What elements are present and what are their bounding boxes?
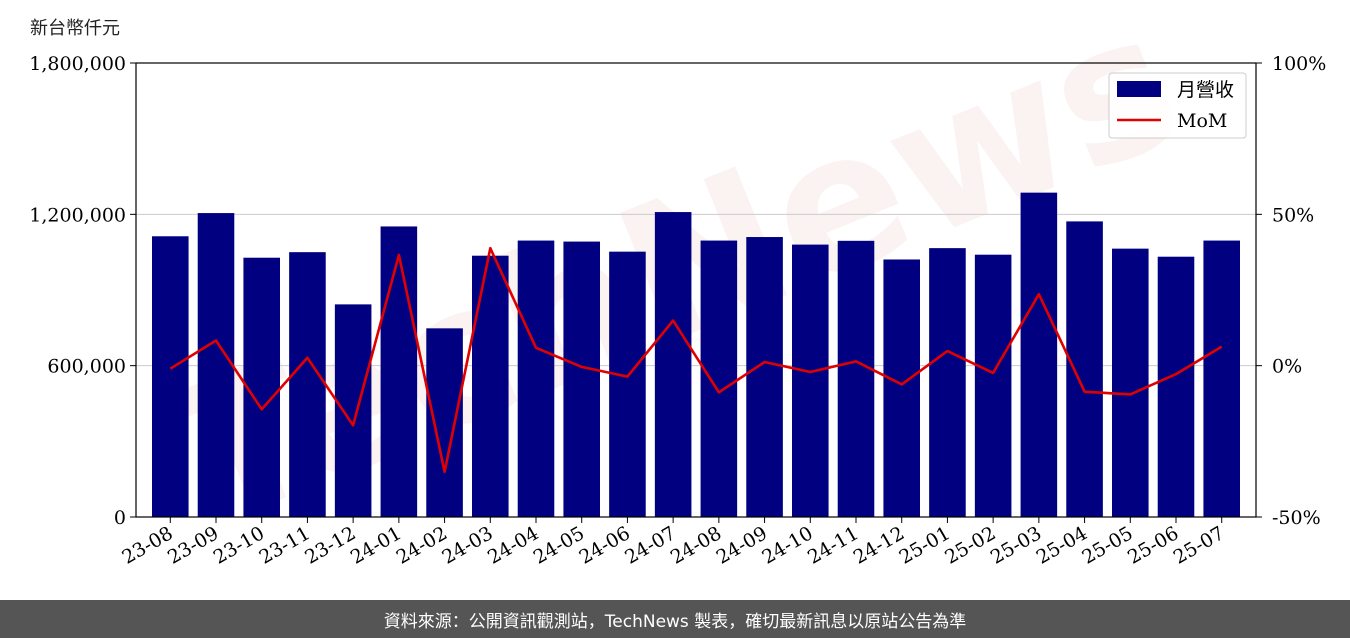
x-tick-label-23-08: 23-08	[118, 522, 176, 568]
bar-24-09	[746, 237, 783, 518]
x-tick-label-25-01: 25-01	[895, 522, 953, 568]
left-tick-label: 1,200,000	[29, 204, 126, 226]
x-tick-label-24-07: 24-07	[621, 522, 679, 568]
bar-24-02	[426, 328, 463, 517]
bar-23-09	[197, 213, 235, 518]
revenue-chart: TechNews 0600,0001,200,0001,800,000-50%0…	[29, 0, 1326, 570]
bar-24-12	[883, 259, 920, 517]
bar-25-06	[1157, 256, 1195, 517]
bar-24-05	[563, 241, 600, 517]
mom-line	[169, 246, 1223, 474]
mom-line-series	[169, 246, 1223, 474]
bar-24-04	[517, 240, 555, 517]
legend-swatch-bar	[1117, 81, 1161, 97]
x-tick-label-24-08: 24-08	[667, 522, 725, 568]
x-tick-label-25-06: 25-06	[1124, 522, 1182, 568]
x-tick-label-25-03: 25-03	[987, 522, 1045, 568]
x-tick-label-24-10: 24-10	[758, 522, 816, 568]
right-tick-label: 50%	[1272, 204, 1314, 226]
left-tick-label: 0	[114, 507, 126, 529]
legend: 月營收 MoM	[1108, 72, 1247, 139]
bar-series	[152, 192, 1240, 518]
left-tick-label: 1,800,000	[29, 53, 126, 75]
x-tick-label-24-12: 24-12	[850, 522, 908, 568]
x-tick-label-23-09: 23-09	[164, 522, 222, 568]
bar-24-01	[380, 226, 418, 517]
right-tick-label: -50%	[1272, 507, 1321, 529]
bar-24-11	[837, 240, 875, 518]
x-tick-label-25-05: 25-05	[1078, 522, 1136, 568]
bar-24-07	[654, 212, 692, 517]
bar-25-03	[1020, 192, 1058, 518]
x-tick-label-24-05: 24-05	[530, 522, 588, 568]
y-axis-unit-label: 新台幣仟元	[30, 18, 120, 39]
bar-24-03	[472, 255, 509, 517]
bar-25-07	[1203, 240, 1240, 517]
footer-text: 資料來源：公開資訊觀測站，TechNews 製表，確切最新訊息以原站公告為準	[383, 611, 967, 632]
right-tick-label: 0%	[1272, 356, 1302, 378]
bar-23-08	[152, 236, 189, 517]
bar-24-08	[700, 240, 738, 517]
x-tick-label-24-06: 24-06	[575, 522, 633, 568]
bar-25-05	[1112, 248, 1149, 517]
bar-24-10	[792, 244, 829, 517]
footer-source-note: 資料來源：公開資訊觀測站，TechNews 製表，確切最新訊息以原站公告為準	[0, 600, 1350, 638]
plot-frame	[135, 62, 1257, 518]
x-tick-label-24-02: 24-02	[393, 522, 451, 568]
bar-23-10	[243, 257, 280, 517]
bar-25-01	[929, 248, 966, 517]
bar-25-04	[1066, 221, 1103, 517]
x-tick-label-25-04: 25-04	[1033, 522, 1091, 568]
x-tick-label-24-03: 24-03	[438, 522, 496, 568]
right-tick-label: 100%	[1272, 53, 1326, 75]
legend-label-revenue: 月營收	[1177, 79, 1234, 101]
x-tick-label-25-02: 25-02	[941, 522, 999, 568]
x-tick-label-24-11: 24-11	[804, 522, 862, 568]
x-tick-label-25-07: 25-07	[1170, 522, 1228, 568]
x-tick-label-24-01: 24-01	[347, 522, 405, 568]
bar-25-02	[974, 254, 1012, 517]
x-tick-label-24-09: 24-09	[713, 522, 771, 568]
legend-label-mom: MoM	[1177, 110, 1227, 132]
bar-23-12	[334, 304, 372, 517]
bar-24-06	[609, 251, 646, 517]
bar-23-11	[289, 252, 326, 517]
left-tick-label: 600,000	[47, 356, 126, 378]
x-tick-label-24-04: 24-04	[484, 522, 542, 568]
